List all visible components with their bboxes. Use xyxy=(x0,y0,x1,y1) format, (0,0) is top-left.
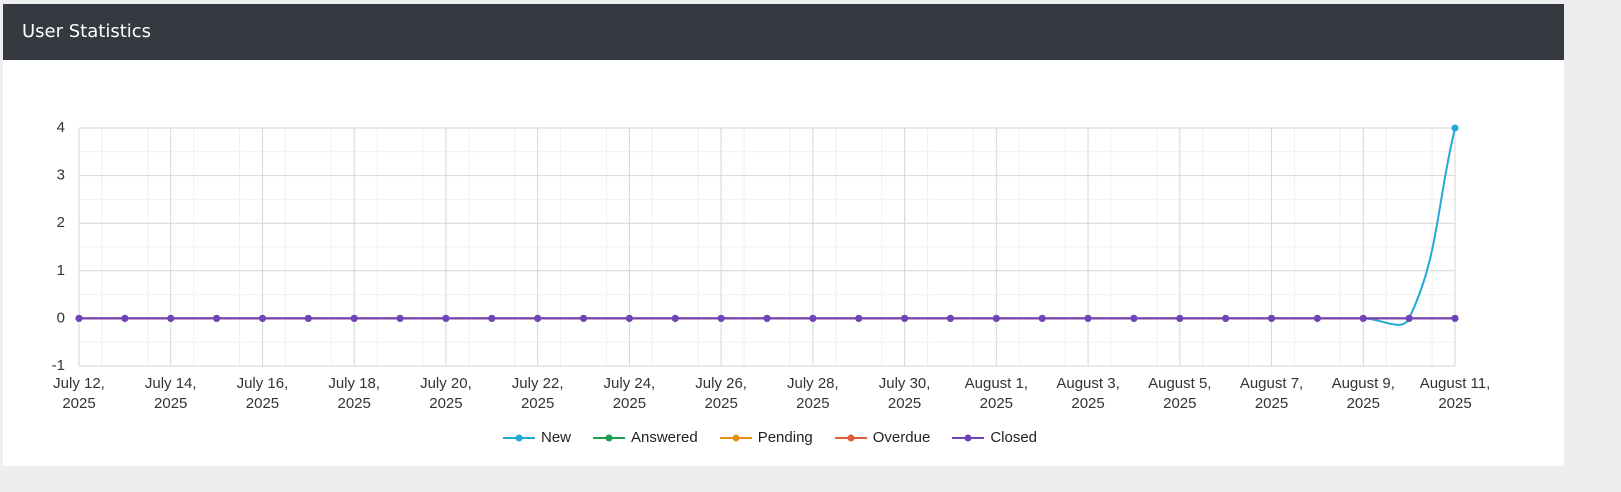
y-tick-label: 3 xyxy=(57,167,65,184)
legend-swatch xyxy=(834,434,867,441)
x-tick-label: July 30, 2025 xyxy=(878,375,931,412)
data-point xyxy=(121,314,129,322)
data-point xyxy=(1130,314,1138,322)
legend-label: Pending xyxy=(757,429,813,446)
data-point xyxy=(488,314,496,322)
data-point xyxy=(1038,314,1046,322)
x-tick-label: August 1, 2025 xyxy=(964,375,1029,412)
data-point xyxy=(855,314,863,322)
y-tick-label: 1 xyxy=(57,262,65,279)
data-point xyxy=(946,314,954,322)
x-tick-label: July 26, 2025 xyxy=(695,375,747,412)
legend-dot xyxy=(847,434,855,441)
legend-item: Closed xyxy=(952,429,1037,446)
x-tick-label: July 16, 2025 xyxy=(236,375,289,412)
card-title: User Statistics xyxy=(3,4,1564,60)
data-point xyxy=(442,314,450,322)
data-point xyxy=(1313,314,1321,322)
data-point xyxy=(1176,314,1184,322)
data-point xyxy=(763,314,771,322)
y-tick-label: -1 xyxy=(52,357,65,374)
data-point xyxy=(1084,314,1092,322)
x-tick-label: July 22, 2025 xyxy=(511,375,564,412)
x-tick-label: July 28, 2025 xyxy=(787,375,839,412)
legend-swatch xyxy=(502,434,535,441)
legend-swatch xyxy=(952,434,985,441)
x-tick-label: August 7, 2025 xyxy=(1239,375,1304,412)
legend-dot xyxy=(964,434,972,441)
data-point xyxy=(534,314,542,322)
y-tick-label: 4 xyxy=(57,119,65,136)
data-point xyxy=(1359,314,1367,322)
data-point xyxy=(809,314,817,322)
legend-dot xyxy=(515,434,523,441)
legend-item: Overdue xyxy=(834,429,931,446)
data-point xyxy=(1268,314,1276,322)
data-point xyxy=(258,314,266,322)
data-point xyxy=(1222,314,1230,322)
x-tick-label: August 5, 2025 xyxy=(1148,375,1212,412)
data-point xyxy=(625,314,633,322)
chart: -1 0 1 2 3 4 xyxy=(52,119,1459,374)
data-point xyxy=(580,314,588,322)
legend: New Answered Pending Overdue Closed xyxy=(82,429,1458,446)
legend-swatch xyxy=(593,434,625,441)
legend-item: Answered xyxy=(593,429,698,446)
data-point xyxy=(1451,314,1459,322)
x-tick-label: August 3, 2025 xyxy=(1056,375,1120,412)
legend-label: New xyxy=(540,429,571,446)
x-tick-label: August 11, 2025 xyxy=(1419,375,1491,412)
data-point xyxy=(213,314,221,322)
data-point xyxy=(671,314,679,322)
data-point xyxy=(350,314,358,322)
legend-swatch xyxy=(719,434,752,441)
legend-item: Pending xyxy=(719,429,813,446)
data-point xyxy=(75,314,83,322)
x-tick-label: July 18, 2025 xyxy=(328,375,381,412)
legend-dot xyxy=(605,434,613,441)
x-tick-label: July 20, 2025 xyxy=(420,375,472,412)
card: User Statistics -1 0 1 2 3 4 New Answered Pendi… xyxy=(3,4,1564,466)
data-point xyxy=(167,314,175,322)
x-tick-label: August 9, 2025 xyxy=(1331,375,1395,412)
data-point xyxy=(396,314,404,322)
legend-label: Answered xyxy=(631,429,698,446)
legend-item: New xyxy=(502,429,571,446)
data-point xyxy=(992,314,1000,322)
legend-dot xyxy=(732,434,740,441)
y-tick-label: 0 xyxy=(57,309,65,326)
y-tick-label: 2 xyxy=(57,214,65,231)
legend-label: Closed xyxy=(990,429,1038,446)
x-tick-label: July 14, 2025 xyxy=(144,375,197,412)
data-point xyxy=(1451,124,1459,132)
data-point xyxy=(304,314,312,322)
legend-label: Overdue xyxy=(872,429,931,446)
x-tick-label: July 12, 2025 xyxy=(53,375,105,412)
x-tick-label: July 24, 2025 xyxy=(603,375,656,412)
data-point xyxy=(1405,314,1413,322)
data-point xyxy=(901,314,909,322)
data-point xyxy=(717,314,725,322)
